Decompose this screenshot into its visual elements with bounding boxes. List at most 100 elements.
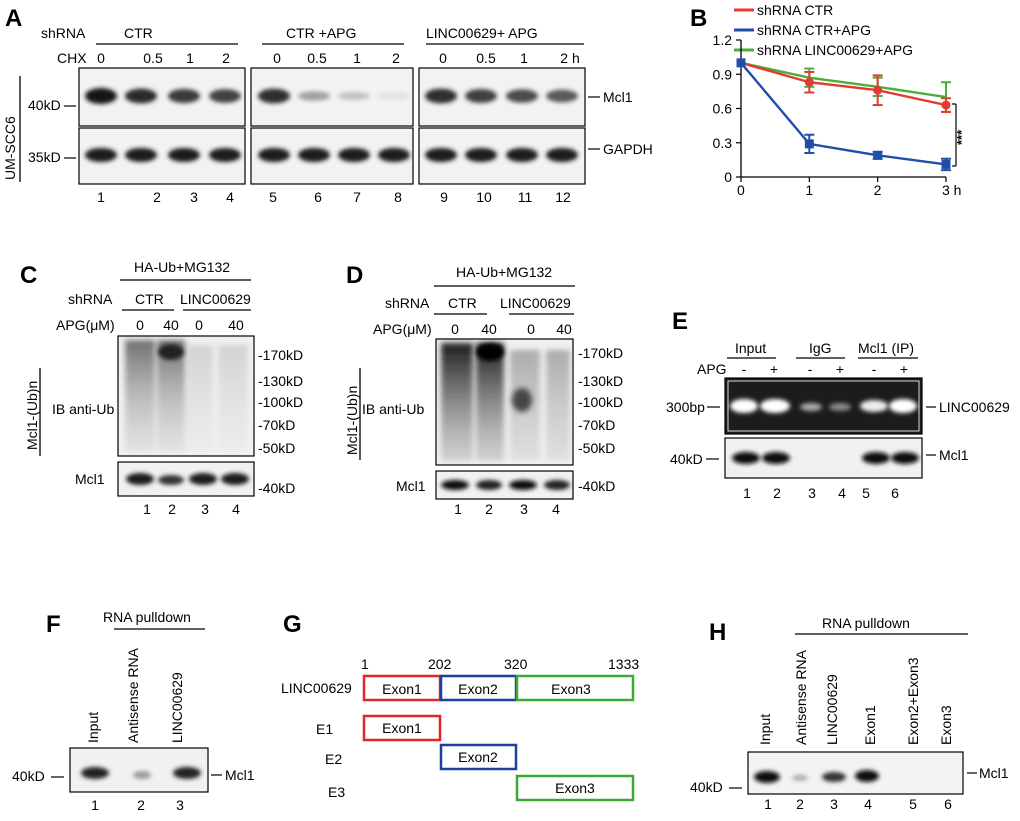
blot-e-mcl1-box	[724, 437, 923, 479]
y-tick-label: 0.9	[713, 66, 733, 82]
construct-e2-label: E2	[325, 751, 342, 767]
panel-h: H RNA pulldown Input Antisense RNA LINC0…	[690, 615, 1009, 812]
time-label: 0	[439, 50, 447, 66]
lane-number: 4	[226, 189, 234, 205]
exon1-label: Exon1	[382, 681, 422, 697]
lane-number: 2	[153, 189, 161, 205]
panel-d-letter: D	[346, 262, 363, 289]
legend-label: shRNA LINC00629+APG	[757, 42, 913, 58]
lane-number: 6	[891, 485, 899, 501]
gapdh-band	[546, 148, 578, 162]
apg-sign: -	[808, 361, 813, 377]
ub-smear-lane-1	[125, 340, 155, 452]
panel-e-band-linc: LINC00629	[939, 399, 1010, 415]
lane-number: 12	[555, 189, 571, 205]
gel-inner-border	[727, 380, 920, 432]
gapdh-band	[125, 148, 157, 162]
series-0	[736, 58, 951, 113]
series-line	[740, 61, 947, 107]
y-tick-label: 0	[724, 169, 732, 185]
legend-label: shRNA CTR+APG	[757, 22, 871, 38]
panel-a-cell-line: UM-SCC6	[2, 116, 18, 180]
pcr-band	[760, 399, 790, 413]
mcl1-band	[298, 91, 330, 101]
panel-b: B shRNA CTR shRNA CTR+APG shRNA LINC00629+…	[690, 2, 969, 198]
mcl1-band	[209, 89, 241, 103]
panel-d-shrna: shRNA	[385, 295, 430, 311]
lane-number: 2	[168, 501, 176, 517]
mw-marker: -40kD	[258, 480, 295, 496]
band	[891, 452, 919, 464]
panel-e-apg-label: APG	[697, 361, 727, 377]
panel-d-treatment: HA-Ub+MG132	[456, 264, 552, 280]
apg-dose: 40	[481, 321, 497, 337]
band	[173, 767, 201, 779]
panel-c-ib-label: IB anti-Ub	[52, 401, 114, 417]
panel-f-band: Mcl1	[225, 767, 255, 783]
ub-smear-lane-4	[546, 350, 570, 460]
time-label: 2 h	[560, 50, 579, 66]
lane-number: 7	[353, 189, 361, 205]
apg-dose: 40	[163, 317, 179, 333]
lane-number: 3	[520, 501, 528, 517]
panel-d-group-ctr: CTR	[448, 295, 477, 311]
time-label: 2	[222, 50, 230, 66]
panel-d-group-linc: LINC00629	[500, 295, 571, 311]
panel-c: C HA-Ub+MG132 shRNA CTR LINC00629 APG(μM…	[20, 259, 303, 517]
mw-marker: -130kD	[578, 373, 623, 389]
panel-e: E Input IgG Mcl1 (IP) APG - + - + - + 30…	[666, 308, 1010, 501]
ub-smear-lane-1	[441, 343, 473, 461]
legend-label: shRNA CTR	[757, 2, 833, 18]
panel-c-letter: C	[20, 262, 37, 289]
construct-e3-block	[515, 774, 635, 802]
panel-g: G 1 202 320 1333 LINC00629 Exon1 Exon2 E…	[281, 611, 639, 802]
panel-c-group-ctr: CTR	[135, 291, 164, 307]
panel-a-band-mcl1: Mcl1	[603, 89, 633, 105]
data-point	[941, 159, 951, 169]
band	[862, 452, 890, 464]
mcl1-band	[85, 88, 117, 104]
band	[544, 480, 570, 490]
gapdh-band	[338, 148, 370, 162]
band	[126, 473, 154, 485]
construct-e2-block	[439, 743, 518, 771]
time-label: 0.5	[476, 50, 496, 66]
lane-number: 1	[143, 501, 151, 517]
apg-dose: 0	[527, 321, 535, 337]
lane-number: 6	[944, 796, 952, 812]
lane-number: 6	[314, 189, 322, 205]
band	[762, 452, 790, 464]
panel-e-mw-40kd: 40kD	[670, 451, 703, 467]
construct-e1-block	[362, 714, 442, 742]
band	[792, 775, 808, 781]
panel-a-mw-35: 35kD	[28, 149, 61, 165]
lane-number: 3	[190, 189, 198, 205]
chart-legend: shRNA CTR shRNA CTR+APG shRNA LINC00629+AP…	[734, 2, 913, 58]
panel-f: F RNA pulldown Input Antisense RNA LINC0…	[12, 609, 255, 813]
mcl1-band	[168, 88, 200, 104]
time-label: 2	[392, 50, 400, 66]
mw-marker: -100kD	[578, 394, 623, 410]
band	[754, 771, 780, 783]
panel-f-letter: F	[46, 611, 61, 638]
ub-smear-lane-3	[187, 345, 213, 450]
exon3-block	[515, 674, 635, 702]
panel-a-mw-40: 40kD	[28, 97, 61, 113]
position-label: 1	[361, 656, 369, 672]
lane-number: 1	[91, 797, 99, 813]
mcl1-band	[546, 89, 578, 103]
panel-c-group-linc: LINC00629	[180, 291, 251, 307]
lane-number: 4	[864, 796, 872, 812]
y-tick-label: 0.3	[713, 135, 733, 151]
panel-h-letter: H	[709, 619, 726, 646]
lane-number: 3	[808, 485, 816, 501]
panel-e-group-mcl1ip: Mcl1 (IP)	[858, 340, 914, 356]
apg-dose: 40	[556, 321, 572, 337]
ub-smear-blob	[512, 388, 532, 412]
construct-e1-label: E1	[316, 721, 333, 737]
lane-number: 1	[454, 501, 462, 517]
panel-f-col-antisense: Antisense RNA	[125, 647, 141, 743]
panel-e-mw-300bp: 300bp	[666, 399, 705, 415]
position-label: 320	[504, 656, 528, 672]
